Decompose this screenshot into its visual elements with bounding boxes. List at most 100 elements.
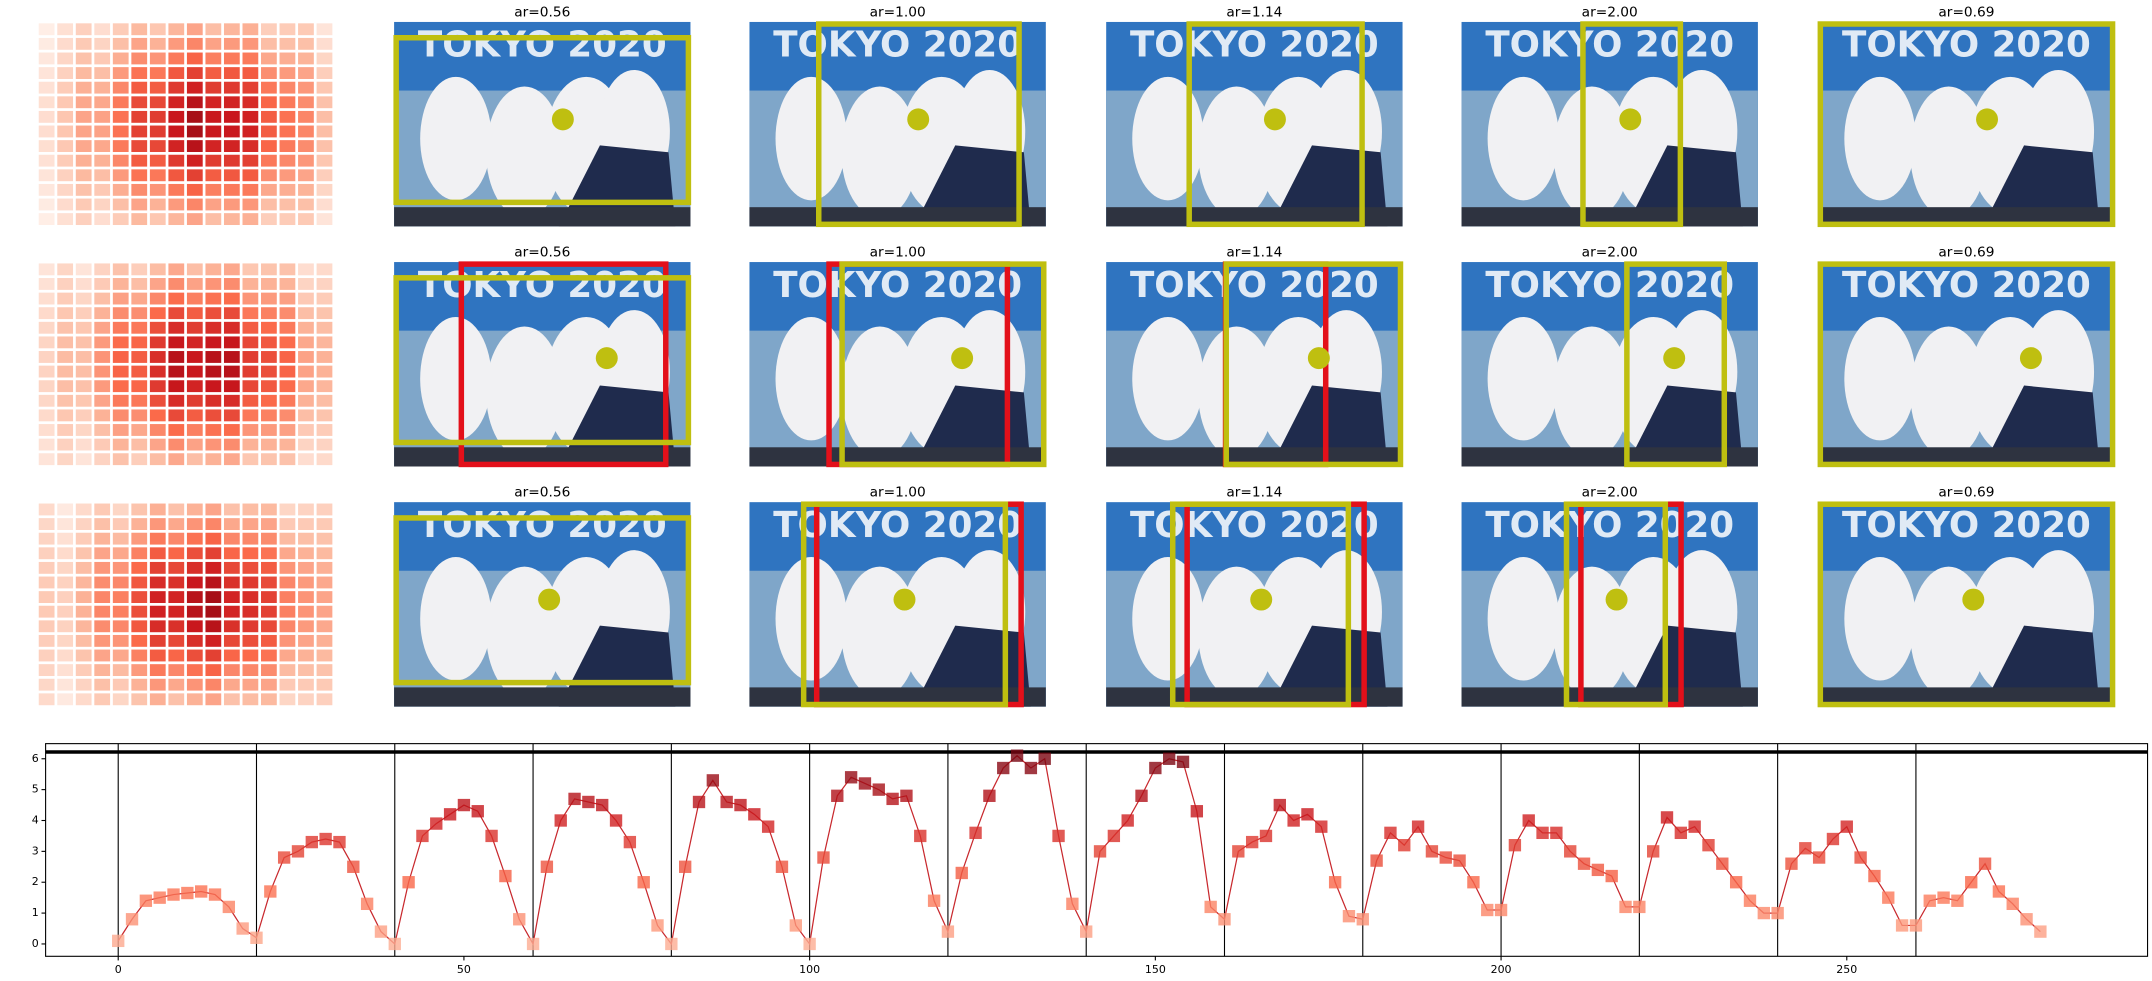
heatmap-cell [57, 110, 74, 123]
heatmap-cell [94, 278, 111, 290]
heatmap-cell [279, 438, 296, 451]
heatmap-cell [298, 336, 314, 349]
heatmap-cell [94, 125, 111, 138]
heatmap-cell [298, 96, 314, 109]
marker [651, 919, 664, 932]
heatmap-cell [298, 532, 314, 545]
heatmap-cell [298, 409, 314, 422]
heatmap-cell [149, 351, 166, 363]
heatmap-cell [242, 213, 259, 226]
heatmap-cell [168, 169, 185, 182]
heatmap-cell [112, 37, 129, 50]
marker [609, 814, 623, 827]
player [420, 557, 492, 681]
heatmap-cell [38, 620, 55, 633]
heatmap-cell [205, 503, 222, 516]
heatmap-cell [131, 96, 148, 109]
player-dark [558, 145, 676, 227]
heatmap-cell [223, 365, 240, 378]
heatmap-cell [149, 278, 166, 290]
marker [858, 777, 872, 790]
heatmap-cell [57, 693, 74, 706]
heatmap-cell [316, 351, 333, 363]
heatmap-cell [38, 591, 55, 604]
heatmap-cell [242, 605, 259, 618]
heatmap-cell [223, 37, 240, 50]
player-dark [558, 625, 676, 707]
heatmap-cell [57, 81, 74, 94]
heatmap-cell [261, 649, 277, 662]
player-dark [914, 625, 1031, 707]
marker [1176, 755, 1190, 769]
heatmap-cell [57, 532, 74, 545]
heatmap-cell [186, 263, 203, 276]
heatmap-cell [38, 292, 55, 305]
heatmap-cell [168, 365, 185, 378]
heatmap-cell [242, 438, 259, 451]
marker [886, 792, 899, 806]
photo-panel: TOKYO 2020 [749, 501, 1046, 708]
marker [1909, 919, 1923, 932]
red-box [458, 261, 669, 468]
heatmap-cell [205, 649, 222, 662]
heatmap-cell [94, 576, 111, 589]
heatmap-cell [112, 169, 129, 182]
heatmap-cell [112, 154, 129, 167]
marker [291, 845, 305, 858]
heatmap-cell [149, 649, 166, 662]
player [1844, 557, 1916, 681]
heatmap-cell [316, 547, 333, 560]
heatmap-cell [131, 198, 148, 211]
heatmap-cell [279, 96, 296, 109]
panel-title: ar=2.00 [1582, 485, 1638, 501]
heatmap-cell [298, 81, 314, 94]
heatmap-cell [131, 365, 148, 378]
y-tick-label: 3 [32, 844, 39, 857]
heatmap-cell [186, 693, 203, 706]
heatmap-cell [75, 664, 92, 677]
heatmap-cell [298, 424, 314, 436]
panel-title: ar=0.56 [514, 4, 570, 20]
heatmap-cell [149, 67, 166, 79]
marker [1245, 835, 1259, 849]
marker [1771, 906, 1784, 920]
heatmap-cell [186, 183, 203, 196]
heatmap-cell [57, 576, 74, 589]
heatmap-cell [316, 198, 333, 211]
heatmap-cell [242, 23, 259, 36]
heatmap-cell [94, 438, 111, 451]
panel-title: ar=2.00 [1582, 4, 1638, 20]
heatmap-cell [316, 409, 333, 422]
heatmap-cell [168, 605, 185, 618]
heatmap-cell [112, 140, 129, 153]
heatmap-cell [242, 453, 259, 466]
heatmap-cell [75, 198, 92, 211]
heatmap-cell [57, 198, 74, 211]
heatmap-cell [186, 351, 203, 363]
heatmap-cell [168, 96, 185, 109]
heatmap-cell [168, 125, 185, 138]
heatmap-cell [75, 438, 92, 451]
yellow-box [816, 21, 1022, 228]
heatmap-cell [38, 453, 55, 466]
marker [1093, 845, 1107, 858]
heatmap-cell [131, 453, 148, 466]
heatmap-cell [186, 664, 203, 677]
player [1132, 76, 1204, 201]
heatmap-cell [261, 532, 277, 545]
marker [222, 900, 236, 914]
heatmap-cell [75, 380, 92, 393]
heatmap-cell [261, 52, 277, 65]
heatmap-cell [205, 351, 222, 363]
marker [1425, 845, 1439, 858]
heatmap-cell [205, 409, 222, 422]
marker [526, 937, 540, 951]
heatmap-cell [149, 125, 166, 138]
heatmap-cell [242, 67, 259, 79]
heatmap-cell [168, 664, 185, 677]
heatmap-cell [223, 518, 240, 530]
heatmap-cell [38, 561, 55, 574]
heatmap-cell [279, 518, 296, 530]
marker [1135, 789, 1148, 802]
heatmap-cell [149, 424, 166, 436]
